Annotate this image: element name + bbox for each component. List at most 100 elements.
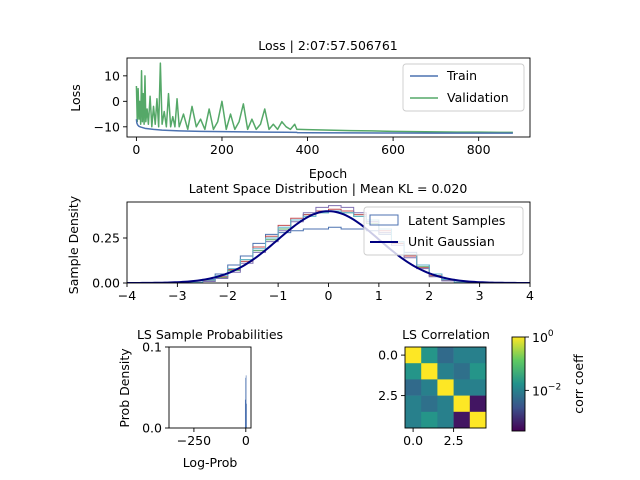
legend-validation-label: Validation	[447, 90, 509, 105]
colorbar-ticks: 100 10−2	[525, 329, 561, 398]
latent-histogram-4	[189, 205, 468, 283]
loss-y-ticks: −10 0 10	[94, 68, 127, 134]
ls-prob-axes-frame	[168, 346, 252, 429]
loss-x-ticks: 0 200 400 600 800	[132, 137, 491, 157]
corr-cell	[469, 395, 487, 413]
colorbar-tick-label: 10−2	[532, 382, 561, 398]
latent-x-tick-label: 3	[476, 288, 484, 303]
colorbar-label: corr coeff	[571, 354, 586, 414]
ls-prob-y-tick-label: 0.1	[142, 340, 162, 355]
latent-plot-area	[127, 205, 530, 283]
ls-prob-panel: LS Sample Probabilities −250 0 0.0 0.1 Log…	[117, 327, 283, 470]
corr-cell	[421, 395, 438, 413]
loss-y-tick-label: 10	[104, 68, 120, 83]
loss-x-tick-label: 800	[467, 142, 491, 157]
corr-cell	[405, 395, 422, 413]
ls-prob-title: LS Sample Probabilities	[137, 327, 283, 342]
latent-title: Latent Space Distribution | Mean KL = 0.…	[189, 181, 468, 196]
ls-corr-y-tick-label: 0.0	[378, 348, 398, 363]
unit-gaussian-curve	[127, 210, 530, 283]
corr-cell	[421, 347, 438, 364]
corr-cell	[421, 363, 438, 380]
legend-train-label: Train	[446, 68, 477, 83]
ls-prob-x-tick-label: 0	[242, 433, 250, 448]
loss-x-tick-label: 400	[296, 142, 320, 157]
ls-prob-y-axis-label: Prob Density	[117, 348, 132, 428]
loss-series-validation	[135, 62, 513, 134]
corr-cell	[437, 363, 454, 380]
corr-cell	[453, 395, 471, 413]
legend-unit-gaussian-label: Unit Gaussian	[408, 234, 495, 249]
ls-corr-y-tick-label: 2.5	[378, 388, 398, 403]
loss-x-axis-label: Epoch	[309, 166, 347, 181]
latent-x-tick-label: 1	[375, 288, 383, 303]
latent-x-tick-label: 0	[325, 288, 333, 303]
ls-corr-x-tick-label: 2.5	[444, 433, 464, 448]
ls-corr-x-tick-label: 0.0	[403, 433, 423, 448]
latent-legend: Latent Samples Unit Gaussian	[363, 206, 524, 256]
corr-cell	[469, 411, 487, 429]
corr-cell	[437, 395, 454, 413]
corr-cell	[453, 347, 471, 364]
colorbar-tick-label: 100	[532, 329, 554, 345]
loss-series-train	[135, 119, 513, 134]
ls-corr-panel: LS Correlation 0.0 2.5 0.0 2.5 100 10−2 cor…	[378, 327, 586, 448]
loss-panel: Loss | 2:07:57.506761 0 200 400 600 800 −10 0…	[68, 38, 531, 181]
log-prob-bar	[245, 375, 247, 428]
latent-y-tick-label: 0.00	[92, 276, 120, 291]
latent-x-tick-label: −1	[269, 288, 287, 303]
latent-x-ticks: −4 −3 −2 −1 0 1 2 3 4	[118, 283, 534, 303]
latent-x-tick-label: −3	[168, 288, 186, 303]
log-prob-bar	[245, 377, 246, 428]
ls-corr-axes-frame	[404, 346, 487, 429]
latent-x-tick-label: −2	[219, 288, 237, 303]
corr-cell	[453, 379, 471, 396]
latent-panel: Latent Space Distribution | Mean KL = 0.…	[66, 181, 534, 303]
loss-x-tick-label: 200	[210, 142, 234, 157]
loss-legend: Train Validation	[402, 63, 525, 112]
corr-cell	[437, 347, 454, 364]
corr-cell	[405, 347, 422, 364]
loss-title: Loss | 2:07:57.506761	[258, 38, 397, 53]
loss-y-tick-label: 0	[112, 94, 120, 109]
corr-cell	[469, 347, 487, 364]
loss-y-tick-label: −10	[94, 119, 120, 134]
loss-x-tick-label: 600	[381, 142, 405, 157]
log-prob-bar	[244, 399, 246, 428]
latent-y-tick-label: 0.25	[92, 231, 120, 246]
ls-prob-plot-area	[244, 375, 247, 428]
ls-prob-y-tick-label: 0.0	[142, 421, 162, 436]
corr-cell	[437, 379, 454, 396]
ls-prob-x-tick-label: −250	[177, 433, 211, 448]
ls-corr-title: LS Correlation	[402, 327, 490, 342]
loss-y-axis-label: Loss	[68, 84, 83, 111]
latent-x-tick-label: 2	[425, 288, 433, 303]
ls-corr-x-ticks: 0.0 2.5	[403, 428, 464, 448]
ls-prob-x-ticks: −250 0	[177, 428, 250, 448]
corr-cell	[453, 363, 471, 380]
latent-x-tick-label: −4	[118, 288, 136, 303]
corr-cell	[421, 411, 438, 429]
loss-axes-frame	[126, 57, 531, 138]
latent-y-axis-label: Sample Density	[66, 195, 81, 294]
ls-corr-colorbar: 100 10−2 corr coeff	[511, 329, 586, 432]
ls-corr-heatmap	[405, 347, 487, 429]
ls-prob-x-axis-label: Log-Prob	[183, 455, 238, 470]
corr-cell	[405, 379, 422, 396]
corr-cell	[469, 363, 487, 380]
corr-cell	[405, 363, 422, 380]
log-prob-bar	[246, 403, 247, 428]
loss-x-tick-label: 0	[132, 142, 140, 157]
corr-cell	[469, 379, 487, 396]
latent-histogram-3	[189, 208, 468, 283]
ls-corr-y-ticks: 0.0 2.5	[378, 348, 405, 403]
corr-cell	[421, 379, 438, 396]
corr-cell	[437, 411, 454, 429]
latent-y-ticks: 0.00 0.25	[92, 231, 127, 291]
latent-x-tick-label: 4	[526, 288, 534, 303]
corr-cell	[405, 411, 422, 429]
corr-cell	[453, 411, 471, 429]
legend-latent-samples-swatch	[369, 214, 399, 226]
loss-plot-area	[135, 62, 513, 134]
